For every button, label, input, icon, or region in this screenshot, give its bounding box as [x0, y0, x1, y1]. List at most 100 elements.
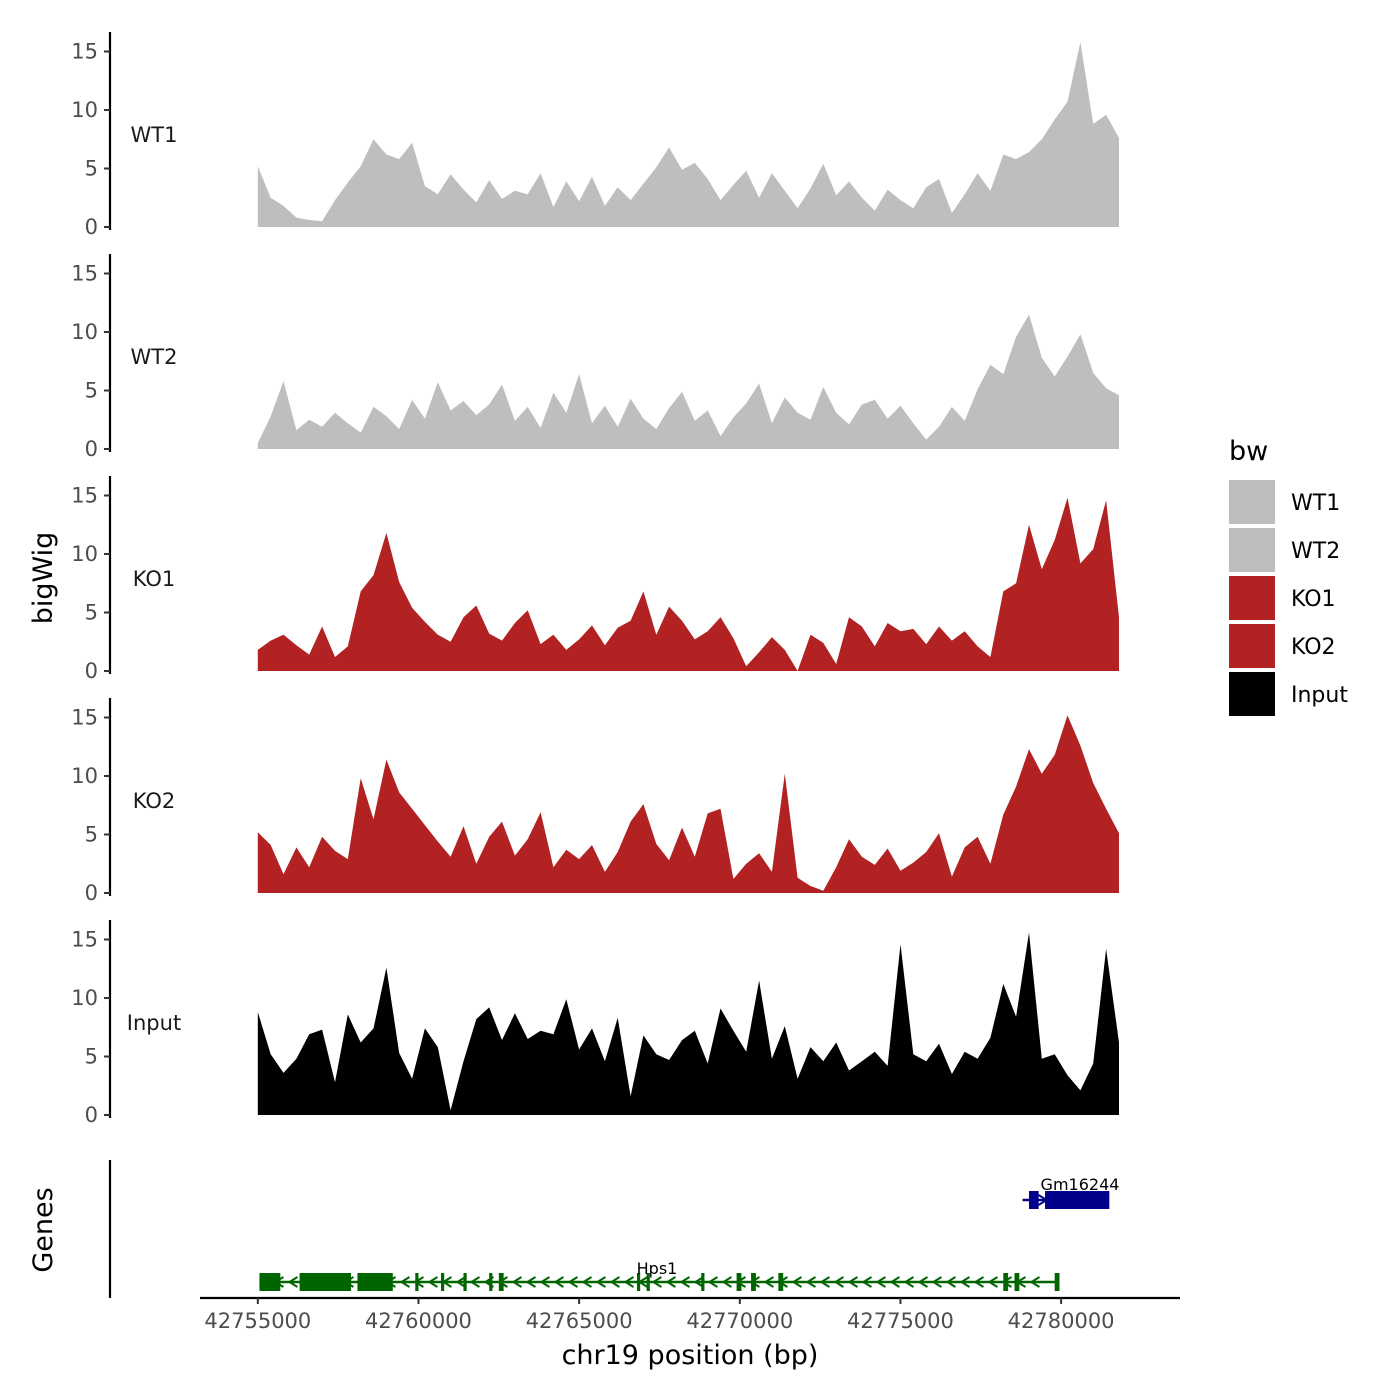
legend: bw WT1 WT2 KO1 KO2 Input	[1229, 436, 1348, 716]
gene-exon	[1003, 1273, 1009, 1291]
strand-arrow	[623, 1276, 634, 1288]
panel-input: 0 5 10 15 Input	[71, 920, 1119, 1127]
area-input	[257, 932, 1119, 1115]
legend-label-wt2: WT2	[1291, 539, 1340, 564]
y-tick-label: 5	[85, 601, 98, 625]
y-tick-label: 0	[85, 1103, 98, 1127]
y-tick-label: 5	[85, 379, 98, 403]
gene-exon	[778, 1273, 784, 1291]
x-axis: 42755000 42760000 42765000 42770000 42775000…	[200, 1296, 1180, 1333]
gene-exon	[636, 1273, 641, 1291]
y-tick-label: 0	[85, 659, 98, 683]
strand-arrow	[469, 1276, 480, 1288]
legend-label-ko2: KO2	[1291, 635, 1336, 660]
strand-arrow	[763, 1276, 774, 1288]
x-tick-label: 42765000	[526, 1309, 633, 1333]
strand-arrow	[567, 1276, 578, 1288]
strand-arrow	[833, 1276, 844, 1288]
gene-label: Gm16244	[1041, 1175, 1120, 1194]
x-tick-label: 42775000	[847, 1309, 954, 1333]
track-label-wt1: WT1	[131, 123, 178, 147]
gene-exon	[440, 1273, 445, 1291]
area-ko1	[257, 497, 1119, 671]
legend-label-wt1: WT1	[1291, 491, 1340, 516]
gene-exon	[489, 1273, 493, 1291]
area-wt1	[257, 42, 1119, 227]
strand-arrow	[287, 1276, 298, 1288]
strand-arrow	[427, 1276, 438, 1288]
y-tick-label: 0	[85, 215, 98, 239]
gene-exon	[357, 1273, 393, 1291]
y-tick-label: 5	[85, 157, 98, 181]
strand-arrow	[903, 1276, 914, 1288]
gene-exon	[1045, 1191, 1110, 1209]
genes-axis-title: Genes	[28, 1187, 59, 1272]
legend-swatch-ko1	[1229, 576, 1275, 620]
strand-arrow	[1029, 1276, 1040, 1288]
gene-exon	[415, 1273, 419, 1291]
x-axis-title: chr19 position (bp)	[562, 1340, 819, 1371]
strand-arrow	[721, 1276, 732, 1288]
y-tick-label: 10	[71, 98, 98, 122]
legend-swatch-ko2	[1229, 624, 1275, 668]
strand-arrow	[539, 1276, 550, 1288]
legend-label-ko1: KO1	[1291, 587, 1336, 612]
strand-arrow	[525, 1276, 536, 1288]
x-tick-label: 42770000	[686, 1309, 793, 1333]
strand-arrow	[455, 1276, 466, 1288]
area-wt2	[257, 314, 1119, 449]
gene-gm16244: Gm16244	[1022, 1175, 1120, 1209]
y-tick-label: 15	[71, 40, 98, 64]
gene-exon	[498, 1273, 504, 1291]
gene-label: Hps1	[637, 1259, 678, 1278]
x-tick-label: 42755000	[204, 1309, 311, 1333]
legend-swatch-wt2	[1229, 528, 1275, 572]
strand-arrow	[945, 1276, 956, 1288]
y-tick-label: 5	[85, 823, 98, 847]
bigwig-panels: 0 5 10 15 WT1 0 5 10 15 WT2 0 5 10 15 KO1 0 5 10 15 KO2 0 5 10…	[71, 32, 1119, 1127]
x-tick-label: 42760000	[365, 1309, 472, 1333]
y-tick-label: 15	[71, 484, 98, 508]
gene-exon	[299, 1273, 352, 1291]
strand-arrow	[861, 1276, 872, 1288]
gene-exon	[736, 1273, 742, 1291]
y-tick-label: 10	[71, 986, 98, 1010]
strand-arrow	[399, 1276, 410, 1288]
track-label-input: Input	[127, 1011, 181, 1035]
strand-arrow	[931, 1276, 942, 1288]
strand-arrow	[581, 1276, 592, 1288]
strand-arrow	[707, 1276, 718, 1288]
gene-exon	[701, 1273, 705, 1291]
y-tick-label: 10	[71, 542, 98, 566]
track-label-ko1: KO1	[133, 567, 176, 591]
gene-exon	[463, 1273, 467, 1291]
y-tick-label: 10	[71, 320, 98, 344]
track-label-ko2: KO2	[133, 789, 176, 813]
strand-arrow	[875, 1276, 886, 1288]
y-tick-label: 15	[71, 706, 98, 730]
legend-label-input: Input	[1291, 683, 1348, 708]
gene-track: Gm16244 Hps1	[108, 1160, 1120, 1298]
gene-exon	[751, 1273, 756, 1291]
strand-arrow	[553, 1276, 564, 1288]
area-ko2	[257, 715, 1119, 893]
gene-exon	[1014, 1273, 1020, 1291]
track-label-wt2: WT2	[131, 345, 178, 369]
strand-arrow	[693, 1276, 704, 1288]
strand-arrow	[959, 1276, 970, 1288]
panel-ko1: 0 5 10 15 KO1	[71, 476, 1119, 683]
gene-exon	[1028, 1191, 1039, 1209]
strand-arrow	[791, 1276, 802, 1288]
strand-arrow	[819, 1276, 830, 1288]
gene-exon	[259, 1273, 281, 1291]
strand-arrow	[847, 1276, 858, 1288]
panel-wt2: 0 5 10 15 WT2	[71, 254, 1119, 461]
y-tick-label: 5	[85, 1045, 98, 1069]
panel-wt1: 0 5 10 15 WT1	[71, 32, 1119, 239]
strand-arrow	[609, 1276, 620, 1288]
strand-arrow	[987, 1276, 998, 1288]
gene-hps1: Hps1	[259, 1259, 1060, 1291]
strand-arrow	[511, 1276, 522, 1288]
x-tick-label: 42780000	[1008, 1309, 1115, 1333]
